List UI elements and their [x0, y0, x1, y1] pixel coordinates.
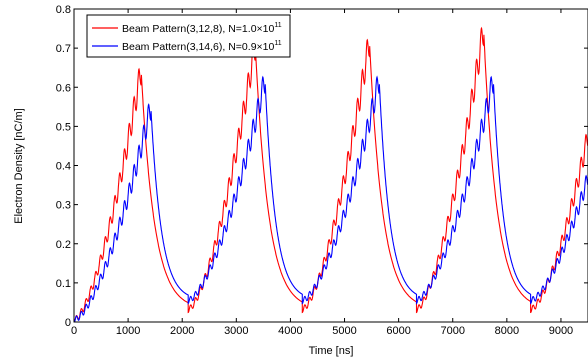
legend-sup-1: 11: [274, 22, 281, 29]
x-tick-label: 4000: [278, 325, 302, 337]
legend-label-2: Beam Pattern(3,14,6), N=0.9×1011: [122, 40, 282, 53]
x-tick-label: 9000: [549, 325, 573, 337]
legend-name-2: Beam Pattern(3,14,6), N=0.9×10: [122, 41, 275, 53]
y-tick-label: 0.3: [56, 200, 71, 212]
y-tick-label: 0.4: [56, 161, 71, 173]
legend-label-1: Beam Pattern(3,12,8), N=1.0×1011: [122, 22, 282, 35]
y-tick-label: 0: [65, 317, 71, 329]
y-tick-label: 0.6: [56, 82, 71, 94]
x-axis-label: Time [ns]: [309, 345, 354, 357]
y-tick-label: 0.8: [56, 4, 71, 16]
x-tick-label: 2000: [170, 325, 194, 337]
y-axis: 0 0.1 0.2 0.3 0.4 0.5 0.6 0.7 0.8: [56, 4, 588, 329]
y-tick-label: 0.7: [56, 43, 71, 55]
x-tick-label: 7000: [440, 325, 464, 337]
legend-sup-2: 11: [274, 40, 281, 47]
y-tick-label: 0.2: [56, 239, 71, 251]
legend-box: [86, 14, 291, 58]
x-tick-label: 3000: [224, 325, 248, 337]
x-tick-label: 6000: [386, 325, 410, 337]
y-tick-label: 0.1: [56, 278, 71, 290]
y-tick-label: 0.5: [56, 121, 71, 133]
x-tick-label: 5000: [332, 325, 356, 337]
x-tick-label: 8000: [495, 325, 519, 337]
series-layer: [74, 26, 588, 323]
legend-name-1: Beam Pattern(3,12,8), N=1.0×10: [122, 23, 275, 35]
x-axis: 0 1000 2000 3000 4000 5000 6000 7000 8000 9000: [71, 9, 573, 337]
series-line-2: [74, 75, 588, 323]
y-axis-label: Electron Density [nC/m]: [13, 108, 25, 224]
x-tick-label: 0: [71, 325, 77, 337]
legend: Beam Pattern(3,12,8), N=1.0×1011 Beam Pa…: [86, 14, 291, 58]
x-tick-label: 1000: [116, 325, 140, 337]
series-line-1: [74, 26, 588, 323]
